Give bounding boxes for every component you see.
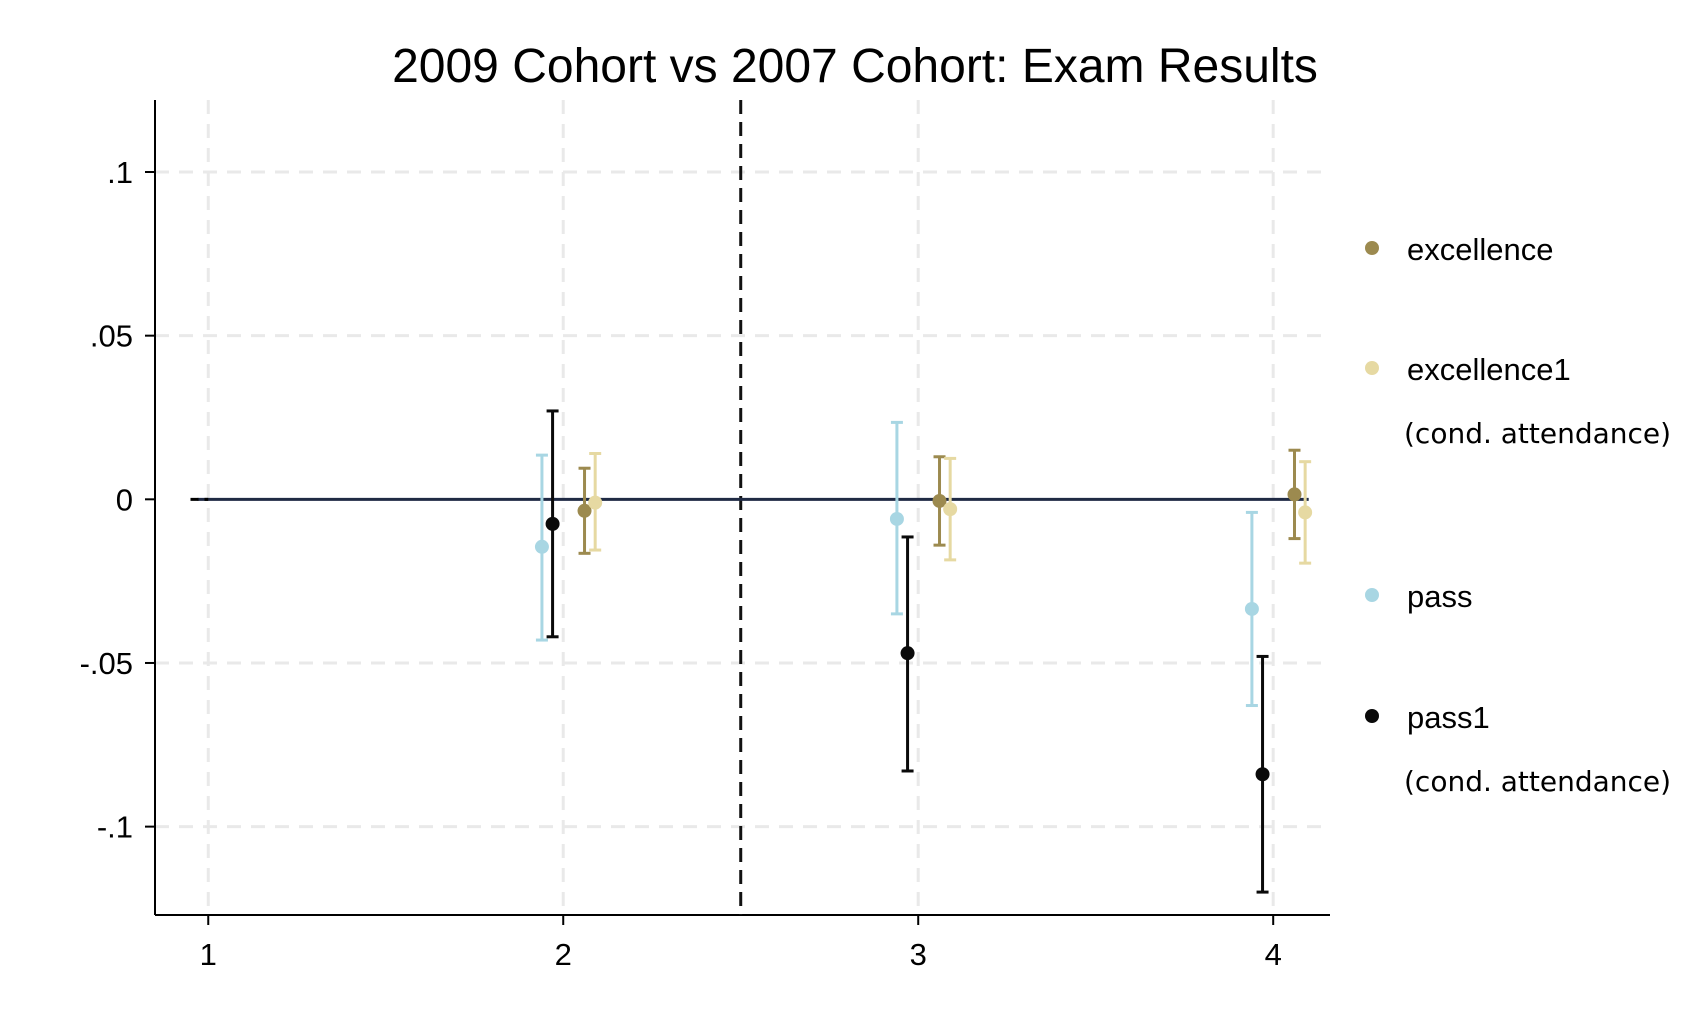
point-pass (534, 539, 549, 554)
point-pass1 (545, 516, 560, 531)
y-tick-label: .1 (107, 155, 133, 190)
y-tick-label: 0 (116, 482, 133, 517)
point-pass (889, 511, 904, 526)
point-excellence (932, 493, 947, 508)
grid-lines (155, 100, 1330, 915)
legend-marker-excellence1 (1365, 361, 1379, 375)
point-pass1 (900, 646, 915, 661)
point-excellence1 (588, 495, 603, 510)
legend-marker-excellence (1365, 241, 1379, 255)
point-pass (1244, 601, 1259, 616)
legend-label-pass1: pass1 (1407, 700, 1490, 735)
chart-title: 2009 Cohort vs 2007 Cohort: Exam Results (392, 40, 1318, 93)
point-excellence (1287, 487, 1302, 502)
y-tick-label: -.05 (80, 646, 133, 681)
x-tick-label: 3 (910, 937, 927, 972)
x-tick-label: 2 (555, 937, 572, 972)
y-tick-label: -.1 (97, 810, 133, 845)
data-marks (534, 409, 1313, 894)
legend-label-excellence1: excellence1 (1407, 352, 1571, 387)
legend-label-pass: pass (1407, 579, 1472, 614)
point-excellence1 (1298, 505, 1313, 520)
legend-marker-pass1 (1365, 709, 1379, 723)
point-pass1 (1255, 767, 1270, 782)
point-excellence1 (943, 502, 958, 517)
legend-marker-pass (1365, 588, 1379, 602)
y-tick-label: .05 (90, 319, 133, 354)
x-tick-label: 4 (1265, 937, 1282, 972)
legend-note-pass1: (cond. attendance) (1404, 765, 1671, 798)
x-tick-label: 1 (200, 937, 217, 972)
legend-label-excellence: excellence (1407, 232, 1553, 267)
legend: excellence excellence1 (cond. attendance) p… (1365, 232, 1671, 798)
legend-note-excellence1: (cond. attendance) (1404, 417, 1671, 450)
point-excellence (577, 503, 592, 518)
axes: .1 .05 0 -.05 -.1 1 2 3 4 (80, 100, 1330, 972)
